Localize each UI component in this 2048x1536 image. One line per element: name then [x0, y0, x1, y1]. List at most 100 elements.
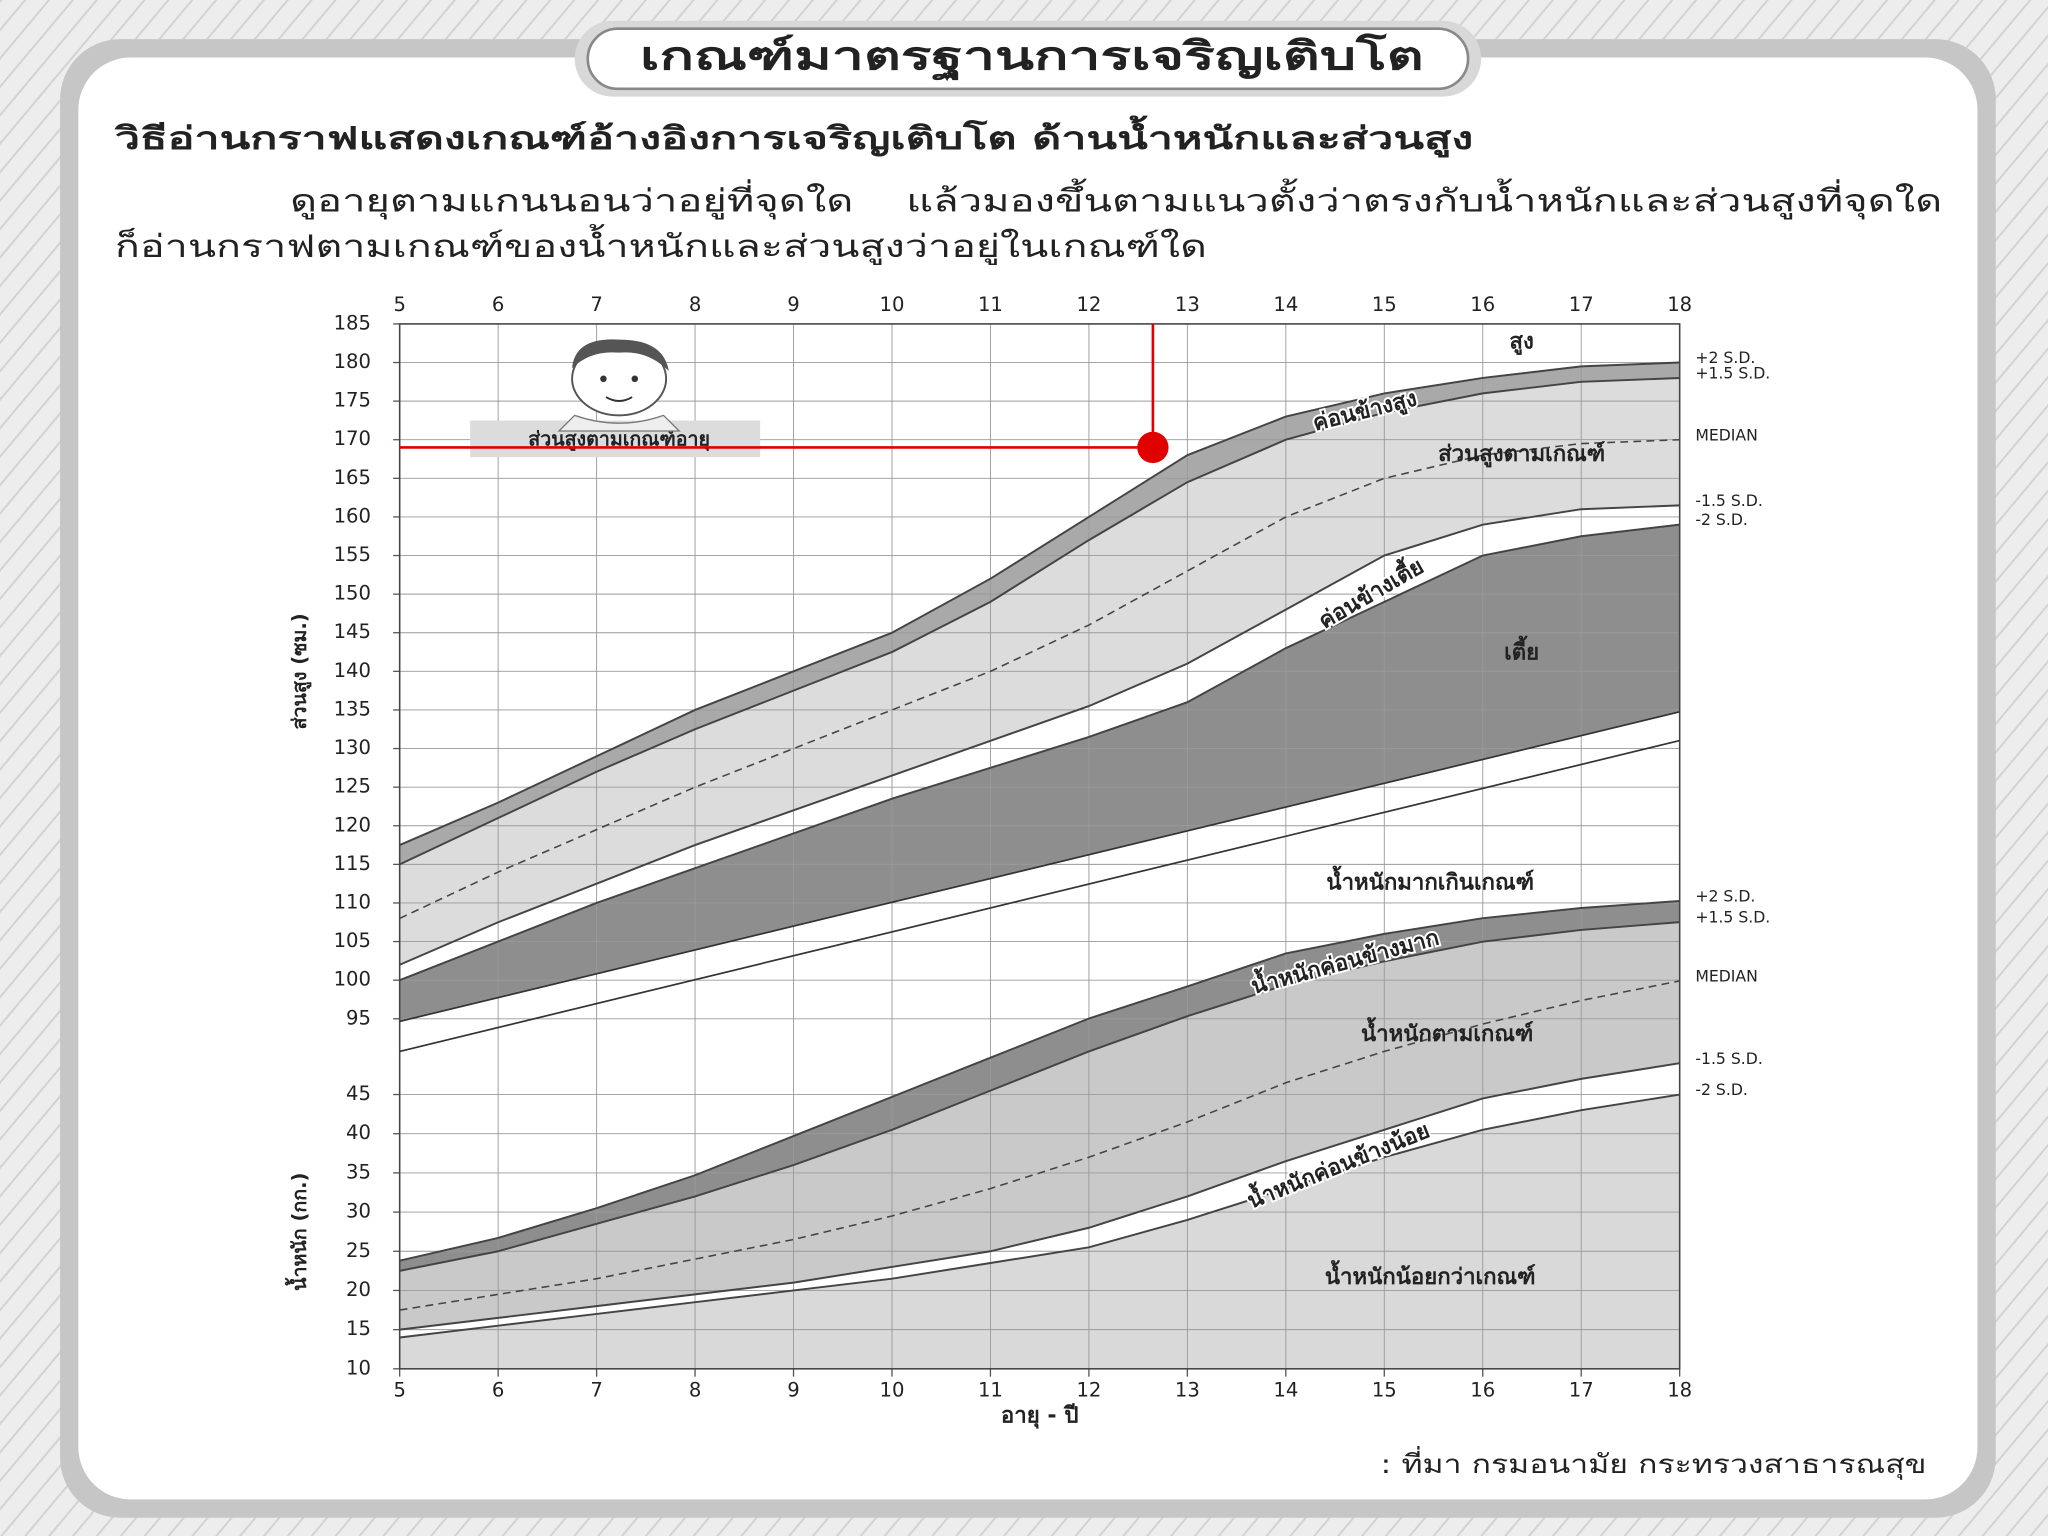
y-tick-label: 155 [334, 543, 371, 566]
series-line [399, 361, 1680, 846]
y-tick-label: 25 [346, 1239, 371, 1262]
x-tick-label: 18 [1667, 1379, 1692, 1402]
y-tick-label: 100 [334, 968, 371, 991]
zone-label: สูง [1509, 329, 1533, 356]
y-tick-label: 185 [334, 311, 371, 334]
band [399, 980, 1680, 1330]
legend-label: -1.5 S.D. [1695, 1049, 1762, 1068]
series-line [399, 523, 1680, 982]
band [399, 524, 1680, 1022]
x-tick-label: 11 [978, 1379, 1003, 1402]
zone-label: น้ำหนักตามเกณฑ์ [1361, 1016, 1533, 1047]
x-tick-label: 8 [689, 293, 701, 316]
x-tick-label: 14 [1273, 1379, 1298, 1402]
band [399, 1063, 1680, 1338]
x-tick-label: 5 [393, 1379, 405, 1402]
legend-label: +1.5 S.D. [1695, 908, 1770, 927]
paragraph-line: ดูอายุตามแกนนอนว่าอยู่ที่จุดใด แล้วมองขึ… [290, 177, 1942, 220]
x-tick-label: 14 [1273, 293, 1298, 316]
y-tick-label: 125 [334, 775, 371, 798]
plot-border [398, 323, 1681, 1370]
series-line [399, 1062, 1680, 1331]
y-tick-label: 135 [334, 697, 371, 720]
legend-label: -1.5 S.D. [1695, 491, 1762, 510]
band-edge [399, 739, 1680, 1053]
y-tick-label: 175 [334, 389, 371, 412]
y-tick-label: 30 [346, 1200, 371, 1223]
x-tick-label: 16 [1470, 1379, 1495, 1402]
x-tick-label: 15 [1372, 1379, 1397, 1402]
x-tick-label: 6 [492, 293, 504, 316]
y-tick-label: 20 [346, 1278, 371, 1301]
lines [398, 323, 1681, 1370]
grid [393, 323, 1681, 1377]
x-tick-label: 13 [1175, 1379, 1200, 1402]
y-tick-label: 10 [346, 1356, 371, 1379]
series-line [399, 921, 1680, 1272]
x-tick-label: 17 [1569, 1379, 1594, 1402]
y-axis-label: ส่วนสูง (ซม.) [288, 613, 313, 729]
y-tick-label: 170 [334, 427, 371, 450]
legend-label: +2 S.D. [1695, 887, 1755, 906]
x-tick-label: 5 [393, 293, 405, 316]
band [399, 900, 1680, 1271]
y-tick-label: 115 [334, 852, 371, 875]
y-tick-label: 150 [334, 582, 371, 605]
marker-point [1137, 431, 1169, 464]
x-tick-label: 13 [1175, 293, 1200, 316]
x-tick-label: 11 [978, 293, 1003, 316]
x-tick-label: 12 [1076, 1379, 1101, 1402]
band [399, 505, 1680, 981]
x-tick-label: 15 [1372, 293, 1397, 316]
y-tick-label: 105 [334, 929, 371, 952]
y-axis-label: น้ำหนัก (กก.) [284, 1172, 311, 1290]
x-tick-label: 18 [1667, 293, 1692, 316]
zone-label: น้ำหนักน้อยกว่าเกณฑ์ [1325, 1259, 1536, 1290]
legend-label: -2 S.D. [1695, 1080, 1748, 1099]
x-tick-label: 17 [1569, 293, 1594, 316]
y-tick-label: 160 [334, 504, 371, 527]
y-tick-label: 120 [334, 813, 371, 836]
labels: 9510010511011512012513013514014515015516… [284, 293, 1770, 1429]
x-tick-label: 12 [1076, 293, 1101, 316]
series-line [399, 1093, 1680, 1339]
zone-label: ส่วนสูงตามเกณฑ์ [1438, 441, 1605, 468]
x-axis-label: อายุ - ปี [1001, 1402, 1079, 1429]
x-tick-label: 7 [590, 293, 602, 316]
y-tick-label: 95 [346, 1006, 371, 1029]
series-line [399, 504, 1680, 966]
x-tick-label: 9 [787, 293, 799, 316]
x-tick-label: 8 [689, 1379, 701, 1402]
x-tick-label: 16 [1470, 293, 1495, 316]
page-title: เกณฑ์มาตรฐานการเจริญเติบโต [640, 32, 1424, 81]
y-tick-label: 45 [346, 1082, 371, 1105]
band-edge [399, 711, 1680, 1023]
band [399, 439, 1680, 965]
y-tick-label: 180 [334, 350, 371, 373]
legend-label: -2 S.D. [1695, 510, 1748, 529]
source: : ที่มา กรมอนามัย กระทรวงสาธารณสุข [1381, 1446, 1927, 1480]
child-illustration [557, 339, 681, 432]
series-line [399, 899, 1680, 1262]
y-tick-label: 35 [346, 1160, 371, 1183]
heading: วิธีอ่านกราฟแสดงเกณฑ์อ้างอิงการเจริญเติบ… [114, 115, 1473, 158]
x-tick-label: 6 [492, 1379, 504, 1402]
legend-label: MEDIAN [1695, 425, 1758, 444]
y-tick-label: 145 [334, 620, 371, 643]
x-tick-label: 10 [880, 1379, 905, 1402]
y-tick-label: 40 [346, 1121, 371, 1144]
legend-label: MEDIAN [1695, 966, 1758, 985]
y-tick-label: 110 [334, 890, 371, 913]
x-tick-label: 9 [787, 1379, 799, 1402]
series-line [399, 438, 1680, 920]
chart: 9510010511011512012513013514014515015516… [284, 293, 1770, 1429]
legend-label: +1.5 S.D. [1695, 364, 1770, 383]
x-tick-label: 10 [880, 293, 905, 316]
zone-label: น้ำหนักมากเกินเกณฑ์ [1326, 864, 1534, 895]
x-tick-label: 7 [590, 1379, 602, 1402]
y-tick-label: 165 [334, 466, 371, 489]
title-pill [586, 27, 1470, 91]
